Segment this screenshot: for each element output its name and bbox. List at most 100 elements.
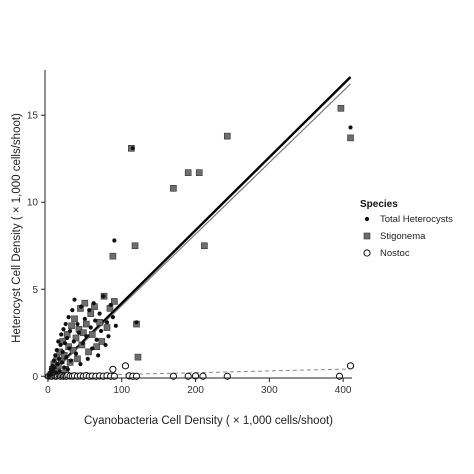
data-point-total-heterocysts [98, 328, 104, 334]
data-point-stigonema [337, 104, 345, 112]
data-point-stigonema [195, 169, 203, 176]
data-point-stigonema [134, 353, 142, 361]
x-axis-title: Cyanobacteria Cell Density ( × 1,000 cel… [84, 415, 333, 427]
data-point-total-heterocysts [62, 341, 68, 346]
data-point-stigonema [111, 298, 118, 305]
data-point-total-heterocysts [78, 361, 83, 367]
data-point-total-heterocysts [57, 368, 62, 374]
data-point-total-heterocysts [112, 238, 117, 243]
data-point-nostoc [346, 362, 355, 370]
data-point-stigonema [96, 319, 103, 326]
data-point-stigonema [184, 169, 192, 176]
y-tick-label: 10 [27, 198, 39, 209]
legend-title: Species [360, 199, 398, 210]
data-point-total-heterocysts [130, 146, 135, 151]
data-point-nostoc [121, 362, 130, 370]
data-point-stigonema [88, 331, 96, 338]
data-point-stigonema [74, 355, 81, 363]
data-point-stigonema [93, 343, 100, 350]
legend-label: Stigonema [380, 231, 426, 242]
legend: Species Total Heterocysts Stigonema Nostoc [360, 199, 453, 259]
data-point-total-heterocysts [76, 330, 82, 335]
data-point-total-heterocysts [54, 348, 59, 353]
x-tick-label: 400 [335, 385, 352, 396]
data-point-total-heterocysts [64, 355, 69, 360]
data-point-total-heterocysts [52, 365, 57, 370]
data-point-stigonema [131, 242, 139, 250]
data-point-total-heterocysts [94, 337, 99, 342]
data-point-total-heterocysts [65, 367, 70, 372]
y-axis-title: Heterocyst Cell Density ( × 1,000 cells/… [11, 113, 23, 343]
data-point-total-heterocysts [51, 358, 56, 363]
data-point-stigonema [68, 322, 75, 330]
data-point-total-heterocysts [87, 308, 92, 313]
data-point-total-heterocysts [58, 342, 63, 348]
legend-marker-stigonema [363, 232, 371, 240]
data-point-total-heterocysts [70, 308, 75, 313]
data-point-total-heterocysts [56, 356, 62, 361]
data-point-total-heterocysts [59, 332, 64, 337]
data-point-total-heterocysts [65, 335, 70, 341]
data-point-total-heterocysts [61, 327, 66, 332]
data-point-total-heterocysts [53, 370, 59, 375]
data-point-total-heterocysts [68, 358, 73, 363]
data-point-total-heterocysts [55, 361, 60, 367]
data-point-total-heterocysts [82, 316, 87, 321]
data-point-total-heterocysts [62, 365, 67, 370]
data-point-total-heterocysts [71, 339, 76, 344]
legend-marker-nostoc [363, 249, 371, 257]
data-point-total-heterocysts [104, 320, 110, 325]
data-point-total-heterocysts [67, 346, 72, 351]
x-tick-label: 200 [187, 385, 204, 396]
legend-label: Total Heterocysts [380, 214, 453, 225]
data-point-total-heterocysts [97, 311, 102, 316]
data-point-stigonema [98, 338, 106, 345]
data-point-total-heterocysts [113, 323, 118, 328]
legend-items: Total Heterocysts Stigonema Nostoc [363, 214, 453, 259]
data-point-nostoc [109, 365, 117, 373]
data-point-stigonema [223, 132, 231, 140]
tick-marks: 0 100 200 300 400 0 5 10 15 [27, 111, 352, 396]
data-point-stigonema [109, 252, 117, 260]
data-point-total-heterocysts [67, 328, 73, 334]
data-point-stigonema [347, 134, 354, 142]
data-point-total-heterocysts [53, 353, 58, 358]
data-point-stigonema [170, 185, 177, 192]
data-point-total-heterocysts [79, 304, 84, 309]
data-point-stigonema [103, 324, 111, 331]
data-point-total-heterocysts [96, 353, 101, 358]
data-point-total-heterocysts [88, 325, 93, 330]
data-point-total-heterocysts [90, 346, 95, 351]
y-tick-label: 5 [32, 285, 38, 296]
data-point-total-heterocysts [56, 339, 61, 344]
data-point-total-heterocysts [348, 125, 353, 130]
data-point-total-heterocysts [85, 356, 90, 361]
data-point-stigonema [85, 348, 92, 356]
data-point-total-heterocysts [103, 342, 108, 348]
data-point-stigonema [201, 242, 208, 250]
data-point-total-heterocysts [66, 314, 71, 320]
data-point-total-heterocysts [108, 302, 113, 308]
y-tick-label: 15 [27, 111, 39, 122]
legend-label: Nostoc [380, 248, 410, 259]
fit-line-total-heterocysts [47, 76, 352, 378]
data-point-total-heterocysts [80, 341, 85, 346]
x-tick-label: 100 [113, 385, 130, 396]
data-point-total-heterocysts [93, 318, 98, 323]
data-point-total-heterocysts [75, 321, 80, 327]
data-point-stigonema [72, 334, 80, 342]
data-points [45, 104, 355, 380]
data-point-stigonema [71, 315, 78, 323]
data-point-total-heterocysts [134, 320, 139, 325]
data-point-total-heterocysts [63, 321, 68, 327]
data-point-total-heterocysts [59, 360, 65, 365]
x-tick-label: 0 [45, 385, 51, 396]
data-point-total-heterocysts [110, 314, 115, 320]
data-point-total-heterocysts [101, 294, 106, 299]
data-point-total-heterocysts [60, 349, 65, 354]
axes [44, 70, 352, 379]
data-point-total-heterocysts [106, 334, 111, 339]
data-point-total-heterocysts [72, 297, 77, 302]
data-point-total-heterocysts [49, 372, 54, 377]
data-point-stigonema [83, 320, 90, 328]
